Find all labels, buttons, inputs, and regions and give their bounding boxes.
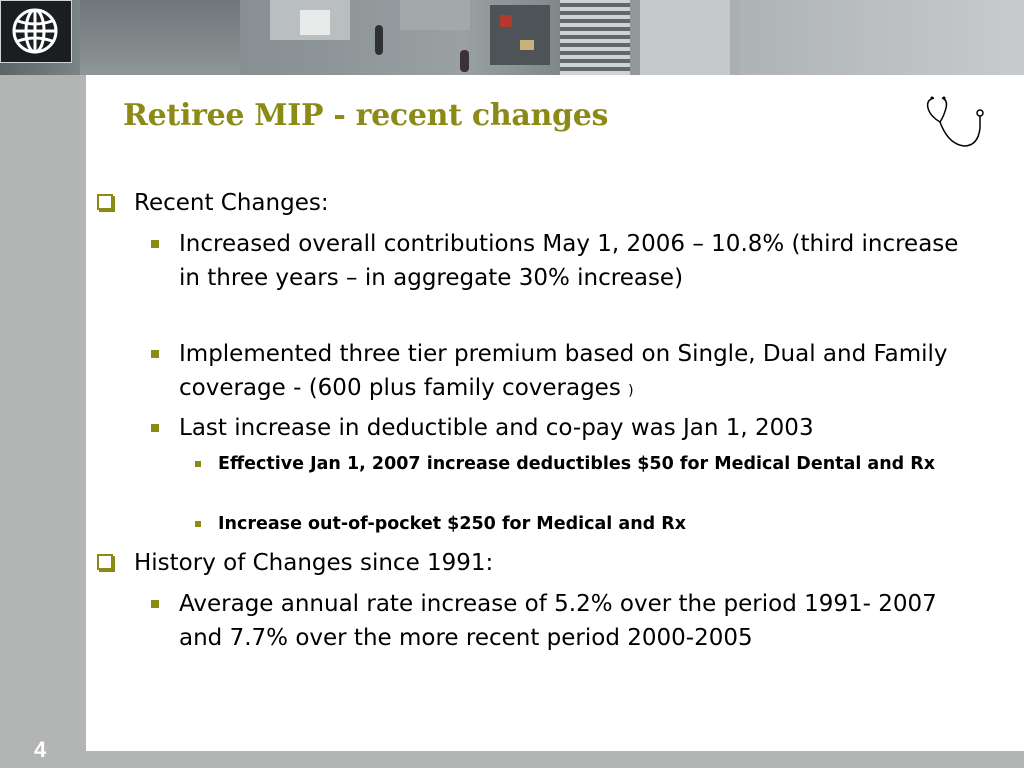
list-item: Average annual rate increase of 5.2% ove… (179, 591, 937, 651)
square-bullet-icon (151, 240, 159, 248)
list-item-suffix: ) (628, 383, 634, 399)
small-square-bullet-icon (195, 461, 201, 467)
page-number: 4 (34, 737, 47, 762)
list-item: Increased overall contributions May 1, 2… (179, 231, 959, 291)
list-item-text: Implemented three tier premium based on … (179, 341, 948, 401)
section-heading: Recent Changes: (134, 190, 329, 216)
sub-list-item: Effective Jan 1, 2007 increase deductibl… (218, 454, 936, 474)
square-bullet-icon (151, 350, 159, 358)
left-sidebar (0, 75, 86, 768)
section-heading: History of Changes since 1991: (134, 550, 494, 576)
sub-list-item: Increase out-of-pocket $250 for Medical … (218, 514, 687, 534)
slide-title: Retiree MIP - recent changes (123, 98, 609, 133)
list-item: Last increase in deductible and co-pay w… (179, 415, 814, 441)
world-bank-logo (0, 0, 72, 63)
square-bullet-icon (151, 424, 159, 432)
checkbox-bullet-icon (97, 554, 115, 572)
list-item: Implemented three tier premium based on … (179, 337, 979, 408)
slide-body (86, 75, 1024, 751)
header-banner-photo (0, 0, 1024, 75)
footer-strip (86, 751, 1024, 768)
world-bank-globe-icon (12, 8, 58, 54)
stethoscope-icon (926, 96, 984, 147)
checkbox-bullet-icon (97, 194, 115, 212)
small-square-bullet-icon (195, 521, 201, 527)
square-bullet-icon (151, 600, 159, 608)
